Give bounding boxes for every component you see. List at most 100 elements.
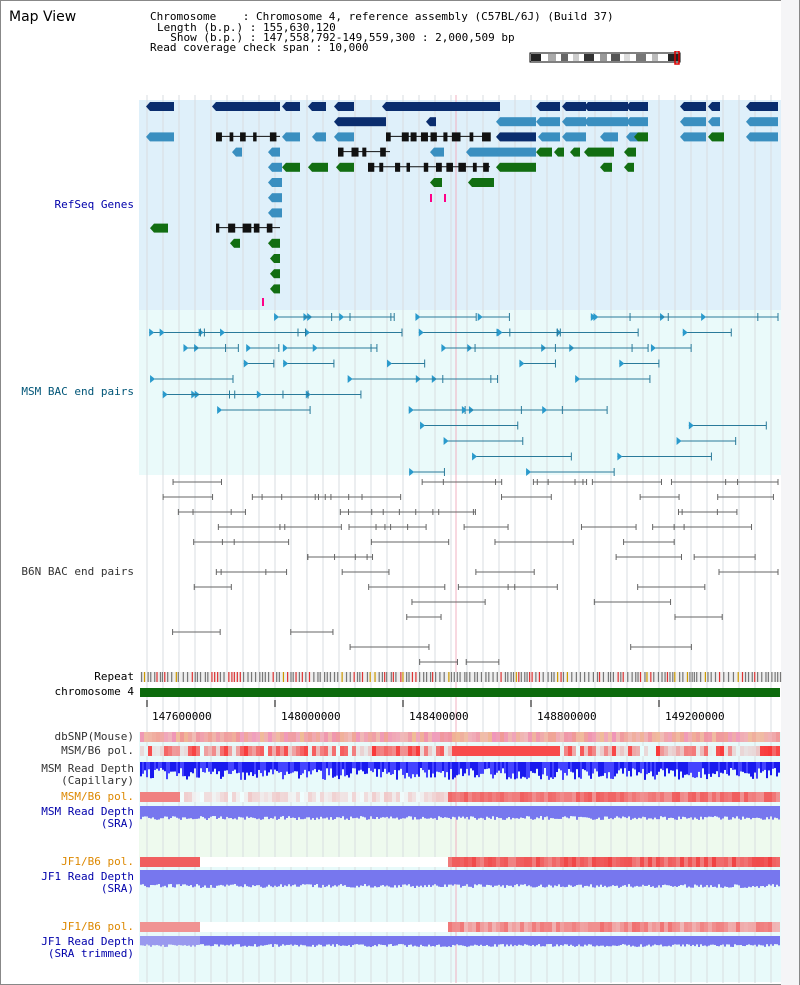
chromosome-ideogram[interactable] <box>528 51 688 65</box>
gene-exon <box>458 162 466 172</box>
repeat-mark <box>384 672 386 682</box>
heat-cell <box>296 732 300 742</box>
depth-bar <box>610 806 612 819</box>
heat-cell <box>524 792 528 802</box>
refseq-label[interactable]: RefSeq Genes <box>54 198 134 211</box>
depth-bar <box>412 762 414 775</box>
repeat-mark <box>366 672 369 682</box>
right-scroll-area[interactable] <box>781 0 799 985</box>
bac-end <box>542 406 548 414</box>
gene-arrow <box>468 178 472 187</box>
repeat-mark <box>374 672 376 682</box>
depth-bar <box>654 806 656 818</box>
heat-cell <box>392 857 396 867</box>
depth-bar <box>350 936 352 947</box>
b6n-bac-label[interactable]: B6N BAC end pairs <box>21 565 134 578</box>
heat-cell <box>776 746 780 756</box>
heat-cell <box>248 857 252 867</box>
heat-cell <box>736 922 740 932</box>
heat-cell <box>692 857 696 867</box>
heat-cell <box>552 922 556 932</box>
depth-bar <box>414 936 416 946</box>
depth-bar <box>298 870 300 887</box>
heat-cell <box>568 922 572 932</box>
heat-cell <box>372 792 376 802</box>
bac-end <box>282 344 288 352</box>
depth-bar <box>422 936 424 947</box>
heat-cell <box>424 857 428 867</box>
bac-end <box>409 468 415 476</box>
depth-bar <box>566 870 568 887</box>
heat-cell <box>736 792 740 802</box>
depth-bar <box>312 936 314 945</box>
depth-bar <box>164 762 166 772</box>
heat-cell <box>312 792 316 802</box>
heat-cell <box>300 857 304 867</box>
repeat-mark <box>637 672 639 682</box>
depth-bar <box>592 806 594 820</box>
depth-bar <box>306 762 308 778</box>
gene-block <box>540 117 560 127</box>
gene-block <box>540 147 552 157</box>
repeat-mark <box>228 672 230 682</box>
msm-bac-label[interactable]: MSM BAC end pairs <box>21 385 134 398</box>
depth-bar <box>624 870 626 886</box>
heat-cell <box>252 922 256 932</box>
gene-block <box>540 102 560 111</box>
heat-cell <box>284 857 288 867</box>
depth-bar <box>764 936 766 947</box>
depth-bar <box>418 936 420 947</box>
depth-bar <box>364 870 366 885</box>
depth-bar <box>454 870 456 885</box>
depth-bar <box>764 806 766 820</box>
repeat-mark <box>161 672 164 682</box>
depth-bar <box>208 870 210 888</box>
depth-bar <box>330 806 332 818</box>
heat-cell <box>708 746 712 756</box>
heat-cell <box>512 792 516 802</box>
gene-block <box>470 147 500 157</box>
depth-bar <box>288 936 290 945</box>
depth-bar <box>152 936 154 946</box>
heat-cell <box>688 746 692 756</box>
heat-cell <box>340 922 344 932</box>
depth-bar <box>660 870 662 888</box>
repeat-mark <box>500 672 502 682</box>
heat-cell <box>288 857 292 867</box>
heat-cell <box>464 746 468 756</box>
depth-bar <box>394 762 396 770</box>
depth-bar <box>248 870 250 887</box>
depth-bar <box>778 806 780 820</box>
depth-bar <box>660 762 662 769</box>
heat-cell <box>408 732 412 742</box>
heat-cell <box>628 792 632 802</box>
depth-bar <box>178 762 180 774</box>
heat-cell <box>260 857 264 867</box>
depth-bar <box>544 936 546 947</box>
repeat-mark <box>679 672 681 682</box>
depth-bar <box>718 762 720 778</box>
depth-bar <box>318 870 320 888</box>
depth-bar <box>268 806 270 820</box>
chromosome-label: chromosome 4 <box>54 685 134 698</box>
heat-cell <box>608 746 612 756</box>
heat-cell <box>516 922 520 932</box>
heat-cell <box>292 746 296 756</box>
heat-cell <box>732 732 736 742</box>
depth-bar <box>214 806 216 817</box>
bac-end <box>526 468 532 476</box>
depth-bar <box>770 870 772 886</box>
repeat-mark <box>535 672 537 682</box>
heat-cell <box>632 857 636 867</box>
heat-cell <box>500 857 504 867</box>
depth-bar <box>380 936 382 945</box>
depth-bar <box>252 870 254 886</box>
depth-bar <box>692 870 694 888</box>
gene-block <box>750 132 778 142</box>
depth-bar <box>692 806 694 820</box>
depth-bar <box>676 936 678 945</box>
heat-cell <box>480 732 484 742</box>
heat-cell <box>524 732 528 742</box>
depth-bar <box>228 806 230 819</box>
